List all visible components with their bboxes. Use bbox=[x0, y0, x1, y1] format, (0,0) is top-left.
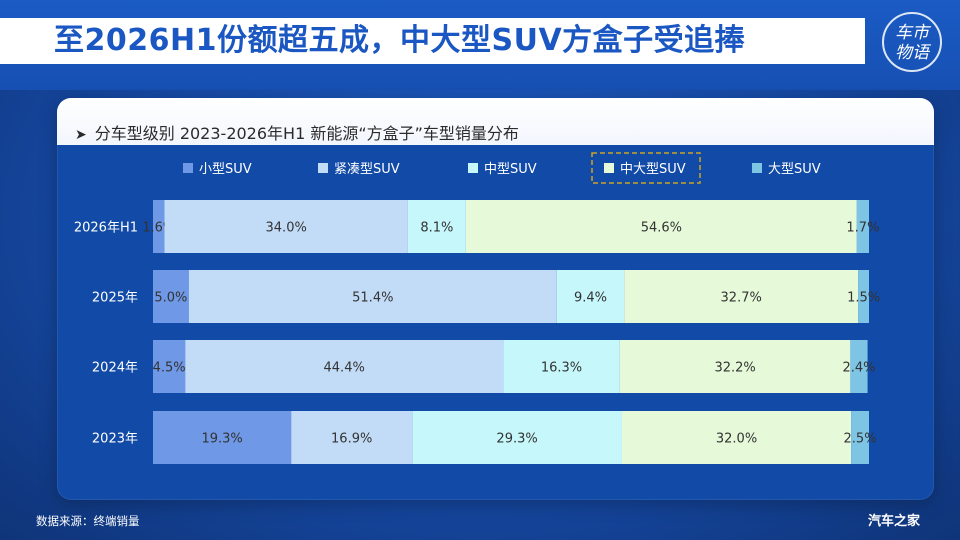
data-label: 32.2% bbox=[714, 361, 755, 376]
legend-swatch-4 bbox=[604, 163, 614, 173]
legend-label-2: 紧凑型SUV bbox=[334, 162, 400, 177]
data-label: 2.5% bbox=[844, 432, 877, 447]
bar-segment bbox=[850, 340, 868, 393]
bar-segment bbox=[856, 200, 869, 253]
bar-segment bbox=[624, 270, 859, 323]
logo-line-2: 物语 bbox=[895, 43, 929, 63]
data-label: 19.3% bbox=[201, 432, 242, 447]
bar-segment bbox=[153, 411, 292, 464]
category-label: 2024年 bbox=[92, 361, 138, 376]
legend-swatch-2 bbox=[318, 163, 328, 173]
bar-segment bbox=[407, 200, 466, 253]
bar-segment bbox=[153, 270, 189, 323]
bar-segment bbox=[556, 270, 625, 323]
bar-segment bbox=[858, 270, 869, 323]
data-label: 16.9% bbox=[331, 432, 372, 447]
bar-segment bbox=[291, 411, 413, 464]
category-label: 2025年 bbox=[92, 291, 138, 306]
data-label: 4.5% bbox=[153, 361, 186, 376]
title-bar bbox=[0, 18, 865, 64]
watermark: 汽车之家 bbox=[868, 514, 921, 529]
category-label: 2023年 bbox=[92, 432, 138, 447]
data-label: 32.0% bbox=[716, 432, 757, 447]
data-label: 54.6% bbox=[641, 221, 682, 236]
bar-segment bbox=[465, 200, 857, 253]
bar-segment bbox=[851, 411, 869, 464]
legend-label-3: 中型SUV bbox=[484, 162, 537, 177]
data-label: 44.4% bbox=[324, 361, 365, 376]
legend-swatch-3 bbox=[468, 163, 478, 173]
legend-label-1: 小型SUV bbox=[199, 162, 252, 177]
data-label: 2.4% bbox=[842, 361, 875, 376]
bar-segment bbox=[164, 200, 408, 253]
bar-segment bbox=[619, 340, 851, 393]
chevron-right-icon: ➤ bbox=[75, 127, 87, 143]
bar-segment bbox=[153, 200, 165, 253]
legend-label-5: 大型SUV bbox=[768, 162, 821, 177]
legend-label-4: 中大型SUV bbox=[620, 162, 686, 177]
bar-segment bbox=[621, 411, 852, 464]
page-title: 至2026H1份额超五成，中大型SUV方盒子受追捧 bbox=[54, 23, 746, 58]
data-label: 34.0% bbox=[266, 221, 307, 236]
logo-line-1: 车市 bbox=[895, 23, 929, 43]
legend-highlight-box bbox=[591, 152, 701, 184]
data-label: 16.3% bbox=[541, 361, 582, 376]
legend-swatch-5 bbox=[752, 163, 762, 173]
chart-card-header bbox=[57, 98, 934, 145]
bar-segment bbox=[153, 340, 186, 393]
chart-title-text: 分车型级别 2023-2026年H1 新能源“方盒子”车型销量分布 bbox=[94, 124, 519, 143]
data-label: 51.4% bbox=[352, 291, 393, 306]
brand-logo: 车市 物语 bbox=[882, 12, 942, 72]
data-label: 5.0% bbox=[154, 291, 187, 306]
bar-segment bbox=[503, 340, 620, 393]
data-label: 1.7% bbox=[846, 221, 879, 236]
data-label: 29.3% bbox=[496, 432, 537, 447]
source-note: 数据来源：终端销量 bbox=[36, 514, 140, 528]
data-label: 32.7% bbox=[721, 291, 762, 306]
bar-segment bbox=[412, 411, 622, 464]
chart-title: ➤ 分车型级别 2023-2026年H1 新能源“方盒子”车型销量分布 bbox=[75, 120, 519, 148]
legend-swatch-1 bbox=[183, 163, 193, 173]
data-label: 9.4% bbox=[574, 291, 607, 306]
data-label: 8.1% bbox=[420, 221, 453, 236]
category-label: 2026年H1 bbox=[74, 221, 138, 236]
data-label: 1.5% bbox=[847, 291, 880, 306]
bar-segment bbox=[185, 340, 504, 393]
bar-segment bbox=[188, 270, 557, 323]
